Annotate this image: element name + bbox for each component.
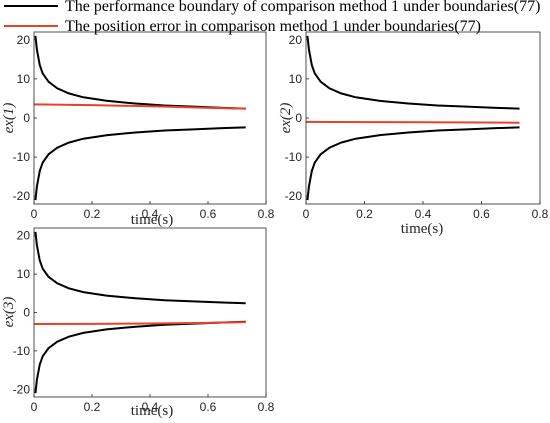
x-axis-label: time(s) — [131, 212, 174, 228]
y-tick-label: -10 — [13, 344, 31, 358]
series-line-3 — [306, 120, 520, 124]
y-tick-label: 0 — [295, 111, 302, 125]
y-tick-label: 20 — [17, 229, 31, 243]
x-tick-label: 0.4 — [415, 207, 432, 221]
x-tick-label: 0 — [31, 207, 38, 221]
subplot-3: 0 0.2 0.4 0.6 0.8 -20 -10 0 10 20 time(s) ex(3) — [1, 227, 275, 419]
y-tick-label: -20 — [13, 189, 31, 203]
x-tick-label: 0.2 — [84, 207, 101, 221]
x-tick-label: 0.6 — [200, 400, 217, 414]
series-line-1 — [34, 35, 246, 110]
y-tick-label: 0 — [23, 111, 30, 125]
x-tick-label: 0.4 — [142, 400, 159, 414]
y-tick-label: -10 — [13, 150, 31, 164]
series-line-1 — [34, 231, 246, 305]
subplot-1: 0 0.2 0.4 0.6 0.8 -20 -10 0 10 20 time(s) ex(1) — [1, 31, 275, 228]
y-tick-label: 20 — [289, 33, 303, 47]
x-tick-label: 0 — [303, 207, 310, 221]
y-tick-label: 10 — [17, 72, 31, 86]
subplot-2: 0 0.2 0.4 0.6 0.8 -20 -10 0 10 20 time(s) ex(2) — [278, 31, 549, 237]
y-tick-label: -10 — [285, 150, 303, 164]
y-tick-label: -20 — [13, 382, 31, 396]
x-tick-label: 0 — [31, 400, 38, 414]
x-tick-label: 0.6 — [200, 207, 217, 221]
y-axis-label: ex(3) — [1, 297, 17, 328]
axes-frame — [305, 31, 541, 205]
x-tick-label: 0.8 — [258, 207, 275, 221]
legend-label: The position error in comparison method … — [65, 18, 481, 35]
y-axis-label: ex(1) — [1, 103, 17, 134]
y-tick-label: 10 — [289, 72, 303, 86]
x-axis-label: time(s) — [401, 221, 444, 237]
axes-frame — [33, 227, 267, 398]
x-tick-label: 0.8 — [258, 400, 275, 414]
series-line-2 — [34, 126, 246, 201]
legend-label: The performance boundary of comparison m… — [65, 0, 540, 15]
x-tick-label: 0.4 — [142, 207, 159, 221]
y-tick-label: 20 — [17, 33, 31, 47]
series-line-2 — [306, 126, 520, 201]
x-axis-label: time(s) — [131, 403, 174, 419]
plots: 0 0.2 0.4 0.6 0.8 -20 -10 0 10 20 time(s) ex(1) 0 0.2… — [1, 31, 549, 419]
x-tick-label: 0.2 — [356, 207, 373, 221]
x-tick-label: 0.8 — [532, 207, 549, 221]
y-tick-label: 10 — [17, 267, 31, 281]
x-tick-label: 0.2 — [84, 400, 101, 414]
series-line-3 — [34, 103, 246, 110]
x-tick-label: 0.6 — [473, 207, 490, 221]
axes-frame — [33, 31, 267, 205]
series-line-3 — [34, 321, 246, 326]
y-tick-label: 0 — [23, 306, 30, 320]
series-line-1 — [306, 35, 520, 110]
y-tick-label: -20 — [285, 189, 303, 203]
legend: The performance boundary of comparison m… — [4, 0, 540, 35]
y-axis-label: ex(2) — [278, 103, 294, 134]
series-line-2 — [34, 320, 246, 394]
